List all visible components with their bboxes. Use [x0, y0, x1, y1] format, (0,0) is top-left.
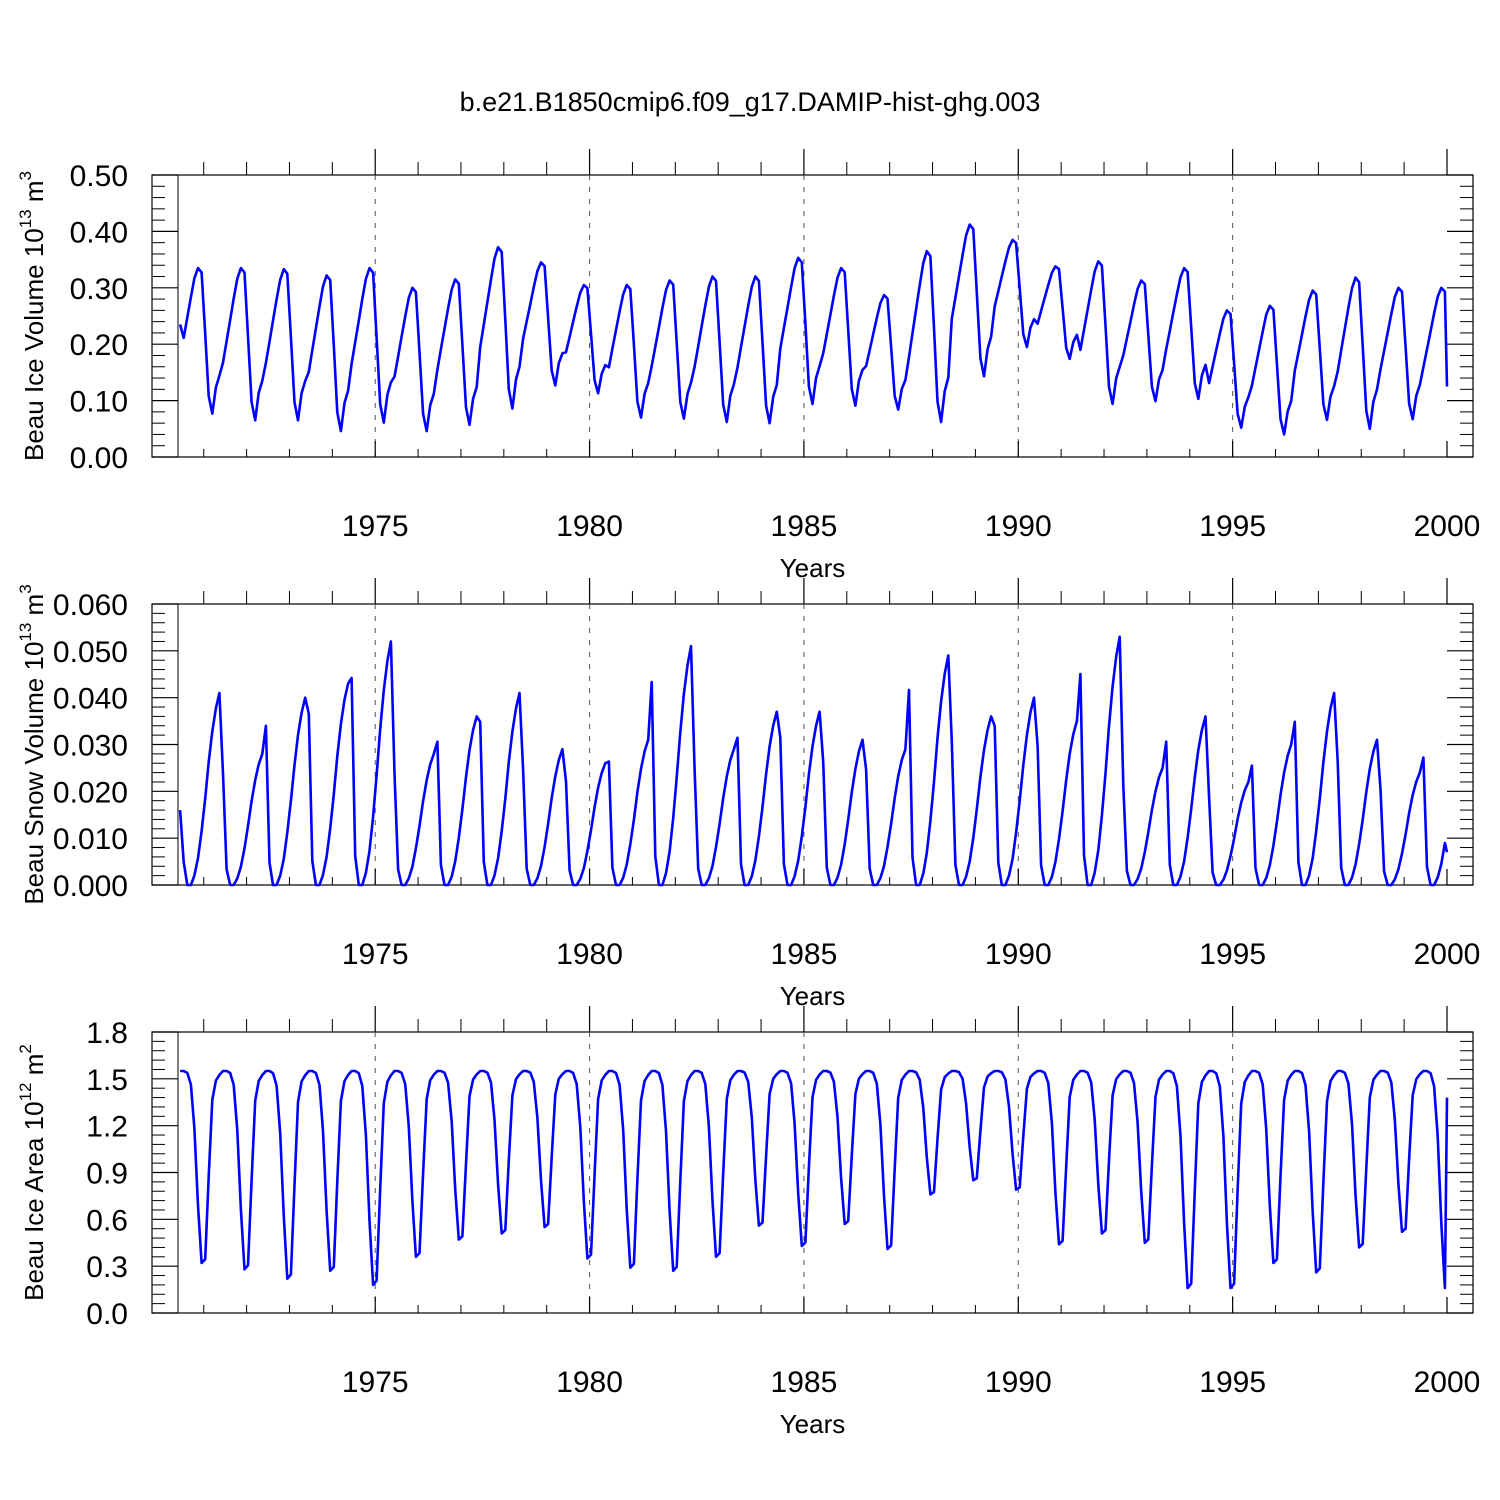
- y-tick-label: 1.2: [86, 1111, 128, 1144]
- y-axis-title-exponent: 12: [16, 1082, 35, 1101]
- y-axis-title: Beau Snow Volume 1013 m3: [16, 584, 49, 904]
- x-tick-label: 1975: [342, 938, 409, 971]
- y-tick-label: 0.060: [53, 589, 128, 622]
- panel-ice-volume: 0.00 0.10 0.20 0.30 0.40 0.50 1975 1980 1985 1990…: [16, 149, 1480, 583]
- y-axis-title-unit: m: [19, 1054, 49, 1083]
- y-tick-label: 0.10: [70, 386, 128, 419]
- x-tick-label: 1975: [342, 510, 409, 543]
- y-axis-title-unit-exponent: 2: [16, 1044, 35, 1053]
- x-tick-label: 1990: [985, 1366, 1052, 1399]
- y-tick-label: 0.030: [53, 730, 128, 763]
- x-axis-title: Years: [780, 981, 846, 1011]
- y-axis-title: Beau Ice Volume 1013 m3: [16, 171, 49, 461]
- y-tick-label: 0.0: [86, 1298, 128, 1331]
- x-axis-title: Years: [780, 1409, 846, 1439]
- x-tick-label: 1980: [556, 1366, 623, 1399]
- y-tick-label: 0.20: [70, 329, 128, 362]
- y-axis-title-unit: m: [19, 180, 49, 209]
- y-axis-title-unit: m: [19, 594, 49, 623]
- y-tick-label: 0.000: [53, 870, 128, 903]
- y-tick-label: 0.010: [53, 823, 128, 856]
- y-axis-title-unit-exponent: 3: [16, 584, 35, 593]
- y-tick-label: 1.8: [86, 1017, 128, 1050]
- series-line-snow-volume: [178, 635, 1449, 887]
- y-tick-label: 0.9: [86, 1158, 128, 1191]
- y-axis-title: Beau Ice Area 1012 m2: [16, 1044, 49, 1301]
- x-tick-label: 2000: [1414, 510, 1481, 543]
- series-line-ice-volume: [178, 223, 1449, 436]
- panel-snow-volume: 0.000 0.010 0.020 0.030 0.040 0.050 0.060 1975 1…: [16, 578, 1480, 1011]
- y-axis-title-main: Beau Ice Volume 10: [19, 228, 49, 461]
- y-tick-label: 0.040: [53, 683, 128, 716]
- y-tick-label: 1.5: [86, 1064, 128, 1097]
- plot-frame: [151, 174, 1474, 458]
- x-tick-label: 1985: [771, 1366, 838, 1399]
- x-tick-label: 1980: [556, 510, 623, 543]
- x-tick-label: 1995: [1199, 1366, 1266, 1399]
- y-tick-label: 0.020: [53, 776, 128, 809]
- x-tick-label: 1995: [1199, 510, 1266, 543]
- x-tick-label: 1990: [985, 938, 1052, 971]
- chart-title: b.e21.B1850cmip6.f09_g17.DAMIP-hist-ghg.…: [460, 87, 1041, 117]
- y-tick-label: 0.40: [70, 216, 128, 249]
- x-axis-title: Years: [780, 553, 846, 583]
- y-tick-label: 0.50: [70, 160, 128, 193]
- y-axis-title-unit-exponent: 3: [16, 171, 35, 180]
- panel-ice-area: 0.0 0.3 0.6 0.9 1.2 1.5 1.8 1975 1980 1985 1990 199…: [16, 1006, 1480, 1439]
- x-tick-label: 1990: [985, 510, 1052, 543]
- series-line-ice-area: [180, 1069, 1449, 1290]
- y-axis-title-exponent: 13: [16, 209, 35, 228]
- y-tick-label: 0.00: [70, 442, 128, 475]
- y-tick-label: 0.050: [53, 636, 128, 669]
- x-tick-label: 1995: [1199, 938, 1266, 971]
- y-axis-title-exponent: 13: [16, 623, 35, 642]
- y-axis-title-main: Beau Ice Area 10: [19, 1101, 49, 1300]
- x-tick-label: 1975: [342, 1366, 409, 1399]
- y-tick-label: 0.6: [86, 1204, 128, 1237]
- x-tick-label: 2000: [1414, 1366, 1481, 1399]
- x-tick-label: 2000: [1414, 938, 1481, 971]
- y-axis-title-main: Beau Snow Volume 10: [19, 642, 49, 905]
- x-tick-label: 1985: [771, 938, 838, 971]
- chart-panels: 0.00 0.10 0.20 0.30 0.40 0.50 1975 1980 1985 1990…: [16, 149, 1480, 1439]
- x-tick-label: 1985: [771, 510, 838, 543]
- y-tick-label: 0.3: [86, 1251, 128, 1284]
- x-tick-label: 1980: [556, 938, 623, 971]
- y-tick-label: 0.30: [70, 273, 128, 306]
